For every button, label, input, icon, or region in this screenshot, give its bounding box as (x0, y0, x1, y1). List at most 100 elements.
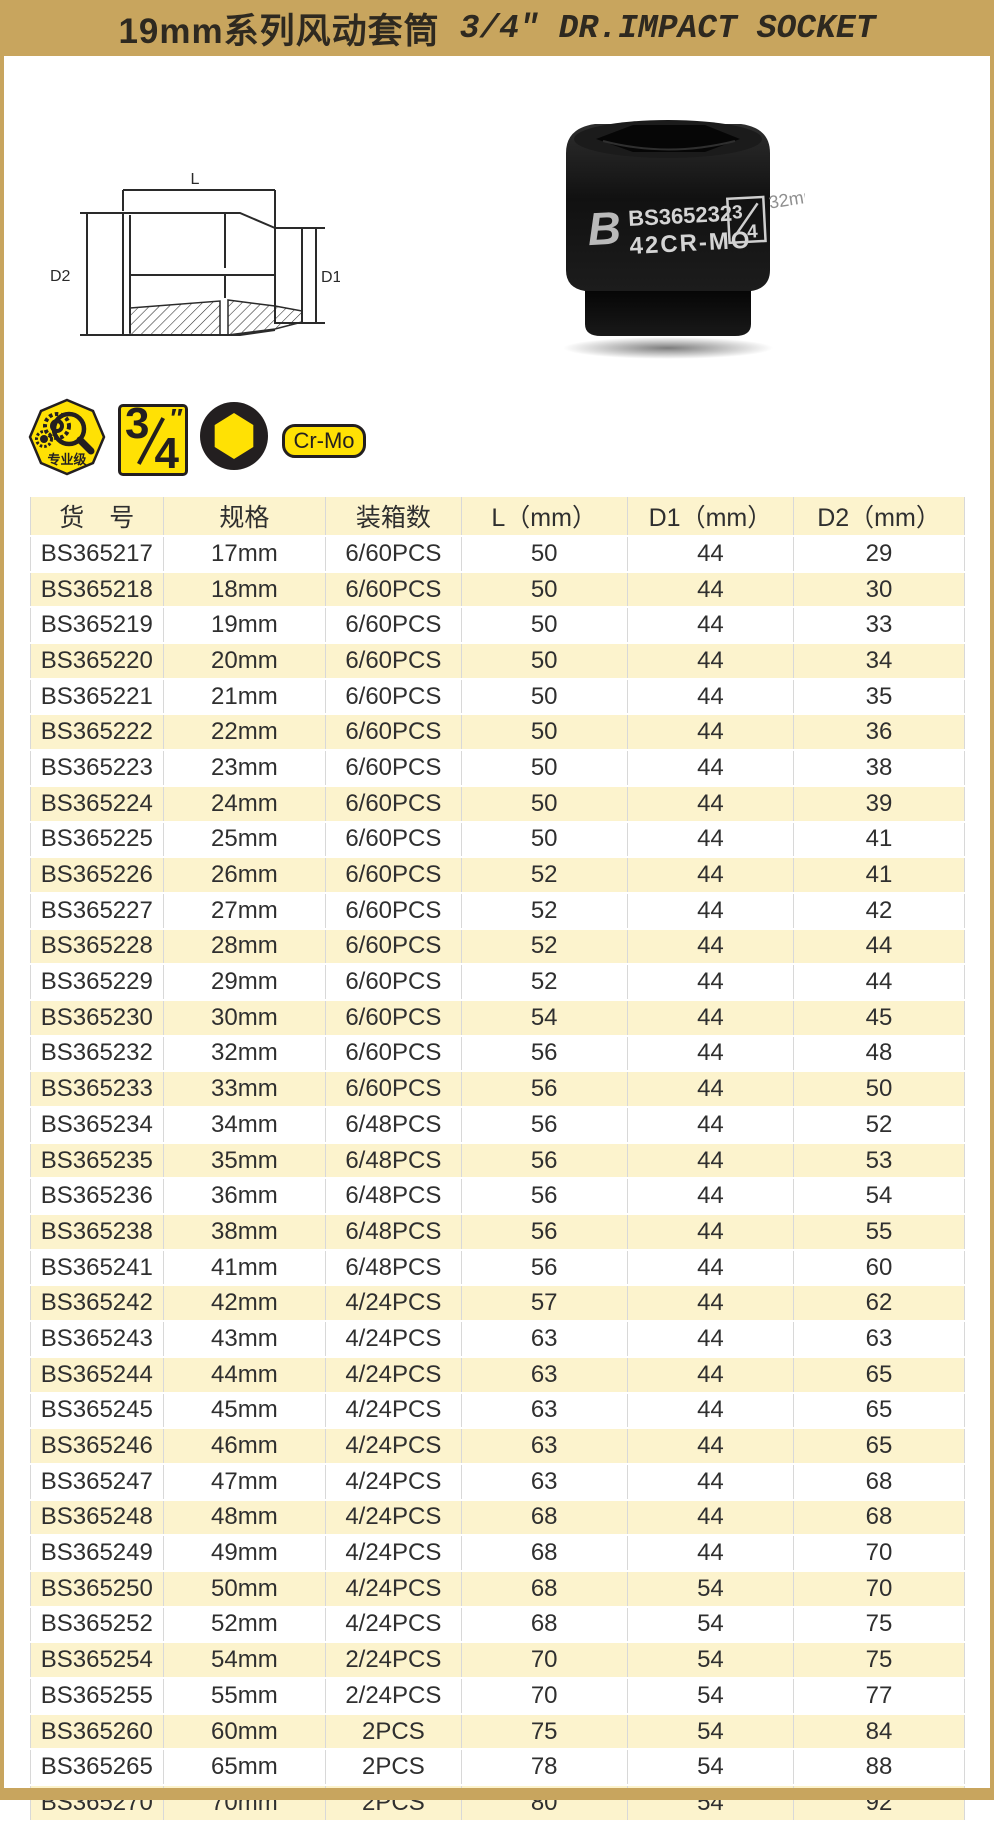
table-cell: BS365222 (30, 714, 164, 752)
hex-socket-icon (200, 402, 268, 470)
table-cell: 38 (793, 750, 965, 787)
table-cell: 44 (627, 1535, 795, 1572)
table-cell: 54 (461, 999, 628, 1037)
table-row: BS365220 20mm 6/60PCS 50 44 34 (30, 643, 965, 680)
table-cell: BS365217 (30, 536, 164, 573)
table-cell: 4/24PCS (325, 1428, 462, 1465)
table-cell: 28mm (163, 928, 327, 966)
table-cell: 44 (627, 857, 795, 894)
table-row: BS365244 44mm 4/24PCS 63 44 65 (30, 1356, 965, 1394)
table-cell: 56 (461, 1071, 628, 1108)
table-cell: BS365250 (30, 1570, 164, 1608)
table-cell: BS365252 (30, 1606, 164, 1644)
table-cell: 50 (461, 821, 628, 859)
table-cell: 44 (627, 1249, 795, 1287)
table-cell: 6/48PCS (325, 1107, 462, 1144)
table-cell: 70 (461, 1642, 628, 1679)
table-cell: 65 (793, 1356, 965, 1394)
table-cell: 21mm (163, 678, 327, 716)
table-cell: 54 (793, 1178, 965, 1216)
table-cell: 63 (461, 1321, 628, 1358)
drive-size-inch-mark: ″ (170, 403, 183, 433)
table-cell: 44 (793, 964, 965, 1001)
table-row: BS365234 34mm 6/48PCS 56 44 52 (30, 1107, 965, 1144)
table-row: BS365260 60mm 2PCS 75 54 84 (30, 1713, 965, 1751)
table-row: BS365232 32mm 6/60PCS 56 44 48 (30, 1035, 965, 1073)
page-border-bottom (0, 1788, 994, 1800)
table-cell: 41mm (163, 1249, 327, 1287)
table-cell: 6/60PCS (325, 999, 462, 1037)
table-cell: 29 (793, 536, 965, 573)
table-cell: 52 (461, 892, 628, 930)
table-cell: 54 (627, 1606, 795, 1644)
table-cell: 44 (627, 714, 795, 752)
table-cell: 68 (793, 1499, 965, 1537)
table-cell: 44 (627, 1142, 795, 1180)
table-cell: BS365227 (30, 892, 164, 930)
table-cell: 70 (793, 1535, 965, 1572)
table-cell: BS365244 (30, 1356, 164, 1394)
table-cell: 6/60PCS (325, 928, 462, 966)
table-cell: 56 (461, 1107, 628, 1144)
drive-size-icon: 3 4 ″ (118, 399, 188, 478)
table-cell: 44 (627, 1392, 795, 1430)
table-cell: 52 (461, 964, 628, 1001)
table-cell: 63 (461, 1356, 628, 1394)
table-cell: 44 (627, 1071, 795, 1108)
table-cell: BS365238 (30, 1214, 164, 1251)
table-cell: 4/24PCS (325, 1285, 462, 1323)
table-cell: 6/48PCS (325, 1142, 462, 1180)
crmo-material-label: Cr-Mo (293, 428, 355, 453)
professional-grade-icon: 专业级 (28, 398, 106, 476)
table-cell: 48 (793, 1035, 965, 1073)
table-cell: 27mm (163, 892, 327, 930)
table-cell: 44 (627, 1321, 795, 1358)
table-cell: 46mm (163, 1428, 327, 1465)
table-cell: BS365221 (30, 678, 164, 716)
table-cell: BS365226 (30, 857, 164, 894)
table-row: BS365243 43mm 4/24PCS 63 44 63 (30, 1321, 965, 1358)
table-cell: 44 (627, 1463, 795, 1501)
table-cell: 6/60PCS (325, 785, 462, 823)
table-cell: 39 (793, 785, 965, 823)
table-cell: 6/60PCS (325, 821, 462, 859)
table-cell: 43mm (163, 1321, 327, 1358)
table-cell: 4/24PCS (325, 1392, 462, 1430)
table-cell: 44 (627, 1035, 795, 1073)
table-row: BS365222 22mm 6/60PCS 50 44 36 (30, 714, 965, 752)
table-cell: BS365230 (30, 999, 164, 1037)
table-cell: 41 (793, 857, 965, 894)
column-header: 装箱数 (325, 497, 462, 537)
table-cell: 56 (461, 1178, 628, 1216)
diagram-label-d1: D1 (321, 269, 340, 286)
crmo-material-badge: Cr-Mo (282, 424, 366, 458)
table-cell: 23mm (163, 750, 327, 787)
table-cell: 44 (627, 1107, 795, 1144)
diagram-label-d2: D2 (50, 268, 71, 285)
table-cell: 6/60PCS (325, 892, 462, 930)
table-cell: BS365232 (30, 1035, 164, 1073)
photo-drive-denominator: 4 (747, 221, 759, 243)
table-cell: 54 (627, 1570, 795, 1608)
table-row: BS365252 52mm 4/24PCS 68 54 75 (30, 1606, 965, 1644)
table-row: BS365235 35mm 6/48PCS 56 44 53 (30, 1142, 965, 1180)
table-cell: 6/48PCS (325, 1178, 462, 1216)
table-cell: 50 (793, 1071, 965, 1108)
table-row: BS365238 38mm 6/48PCS 56 44 55 (30, 1214, 965, 1251)
table-cell: 54 (627, 1642, 795, 1679)
table-row: BS365226 26mm 6/60PCS 52 44 41 (30, 857, 965, 894)
header-row: 货 号规格 装箱数 L（mm） D1（mm） D2（mm） (30, 497, 965, 537)
table-cell: 45mm (163, 1392, 327, 1430)
table-cell: 4/24PCS (325, 1570, 462, 1608)
table-cell: BS365225 (30, 821, 164, 859)
table-row: BS365224 24mm 6/60PCS 50 44 39 (30, 785, 965, 823)
table-cell: 56 (461, 1249, 628, 1287)
photo-size-mark: 32mm (767, 185, 805, 213)
table-cell: 6/60PCS (325, 1071, 462, 1108)
table-cell: 50 (461, 714, 628, 752)
table-cell: 6/60PCS (325, 714, 462, 752)
table-cell: 42mm (163, 1285, 327, 1323)
table-row: BS365221 21mm 6/60PCS 50 44 35 (30, 678, 965, 716)
table-cell: 56 (461, 1214, 628, 1251)
